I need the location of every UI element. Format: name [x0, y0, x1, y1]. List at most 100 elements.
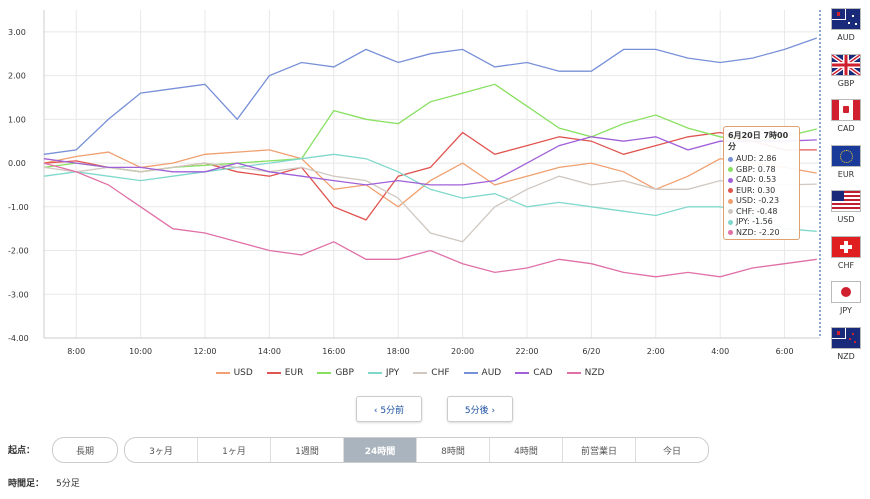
x-tick-label: 12:00: [193, 347, 216, 356]
legend-label: AUD: [481, 368, 502, 378]
y-tick-label: -4.00: [8, 334, 29, 343]
start-point-label: 起点：: [8, 446, 36, 456]
series-line-gbp: [43, 83, 817, 173]
series-dot-icon: [728, 167, 733, 173]
flag-nzd[interactable]: NZD: [826, 326, 866, 373]
series-line-chf: [43, 162, 817, 243]
period-option[interactable]: 3ヶ月: [149, 446, 173, 457]
y-tick-label: 2.00: [8, 72, 26, 81]
tooltip-title: 6月20日 7時00分: [728, 131, 789, 151]
series-line-nzd: [43, 162, 817, 278]
chart-legend: USD EUR GBP JPY CHF AUD CAD NZD: [0, 368, 820, 378]
legend-swatch-icon: [515, 372, 530, 374]
x-tick-label: 22:00: [515, 347, 538, 356]
period-option[interactable]: 1週間: [270, 438, 343, 462]
period-option[interactable]: 今日: [635, 438, 708, 462]
legend-swatch-icon: [566, 372, 581, 374]
legend-item-eur[interactable]: EUR: [266, 368, 304, 378]
legend-label: EUR: [284, 368, 304, 378]
y-tick-label: 3.00: [8, 28, 26, 37]
legend-label: NZD: [584, 368, 605, 378]
legend-label: CAD: [533, 368, 553, 378]
x-tick-label: 18:00: [387, 347, 410, 356]
tooltip-row: EUR: 0.30: [728, 186, 795, 197]
currency-flag-list: AUD GBP CAD EUR: [826, 8, 866, 372]
flag-label: JPY: [840, 306, 852, 315]
prev-5min-button[interactable]: ‹ 5分前: [356, 396, 422, 422]
period-selector: 3ヶ月 1ヶ月 1週間 24時間 8時間 4時間 前営業日 今日: [124, 437, 709, 463]
interval-label: 時間足：: [8, 479, 45, 489]
new-zealand-flag-icon: [831, 326, 861, 349]
interval-value: 5分足: [56, 479, 80, 489]
y-tick-label: 1.00: [8, 115, 26, 124]
legend-item-aud[interactable]: AUD: [463, 368, 502, 378]
series-line-aud: [43, 37, 818, 155]
tooltip-row: USD: -0.23: [728, 196, 795, 207]
series-dot-icon: [728, 219, 733, 225]
period-option[interactable]: 24時間: [343, 438, 416, 462]
legend-swatch-icon: [367, 372, 382, 374]
legend-label: JPY: [385, 368, 400, 378]
tooltip-row: AUD: 2.86: [728, 154, 795, 165]
legend-item-cad[interactable]: CAD: [515, 368, 553, 378]
series-line-usd: [43, 149, 817, 208]
series-dot-icon: [728, 209, 733, 215]
tooltip-row: JPY: -1.56: [728, 217, 795, 228]
tooltip-value: NZD: -2.20: [736, 227, 780, 237]
flag-eur[interactable]: EUR: [826, 144, 866, 191]
legend-item-chf[interactable]: CHF: [413, 368, 450, 378]
flag-aud[interactable]: AUD: [826, 8, 866, 54]
y-tick-label: -3.00: [8, 290, 29, 299]
legend-item-gbp[interactable]: GBP: [317, 368, 354, 378]
line-chart: 3.00 2.00 1.00 0.00 -1.00 -2.00 -3.00 -4.00 8:00…: [8, 10, 821, 356]
tooltip-row: CHF: -0.48: [728, 207, 795, 218]
japan-flag-icon: [831, 281, 861, 303]
period-option[interactable]: 4時間: [489, 438, 562, 462]
y-tick-label: 0.00: [8, 159, 26, 168]
tooltip-value: CHF: -0.48: [736, 206, 778, 216]
period-option[interactable]: 前営業日: [562, 438, 635, 462]
legend-swatch-icon: [413, 372, 428, 374]
flag-label: CHF: [837, 260, 855, 270]
tooltip-value: AUD: 2.86: [736, 154, 777, 163]
tooltip-row: GBP: 0.78: [728, 165, 795, 176]
tooltip-row: NZD: -2.20: [728, 228, 795, 239]
long-term-button[interactable]: 長期: [52, 437, 118, 463]
flag-cad[interactable]: CAD: [826, 99, 866, 145]
canada-flag-icon: [831, 99, 861, 121]
y-tick-label: -1.00: [8, 203, 29, 212]
y-tick-label: -2.00: [8, 247, 29, 256]
legend-item-nzd[interactable]: NZD: [566, 368, 605, 378]
next-5min-button[interactable]: 5分後 ›: [447, 396, 513, 422]
swiss-flag-icon: [831, 235, 861, 258]
chart-tooltip: 6月20日 7時00分 AUD: 2.86 GBP: 0.78 CAD: 0.53 E…: [723, 126, 800, 240]
flag-label: GBP: [837, 78, 855, 88]
uk-flag-icon: [831, 53, 861, 76]
tooltip-row: CAD: 0.53: [728, 175, 795, 186]
x-tick-label: 10:00: [129, 347, 152, 356]
tooltip-value: JPY: -1.56: [736, 217, 773, 226]
series-dot-icon: [728, 188, 733, 194]
legend-item-jpy[interactable]: JPY: [367, 368, 400, 378]
flag-jpy[interactable]: JPY: [826, 281, 866, 327]
legend-swatch-icon: [215, 372, 230, 374]
x-tick-label: 4:00: [711, 347, 729, 356]
flag-label: EUR: [837, 169, 855, 179]
tooltip-value: USD: -0.23: [736, 196, 780, 205]
flag-chf[interactable]: CHF: [826, 235, 866, 282]
flag-gbp[interactable]: GBP: [826, 53, 866, 100]
tooltip-value: CAD: 0.53: [736, 175, 777, 184]
x-tick-label: 6/20: [582, 347, 600, 356]
series-dot-icon: [728, 198, 733, 204]
legend-swatch-icon: [266, 372, 281, 374]
series-line-cad: [43, 136, 817, 186]
flag-label: AUD: [837, 33, 855, 42]
legend-item-usd[interactable]: USD: [215, 368, 253, 378]
us-flag-icon: [831, 190, 861, 212]
period-option[interactable]: 1ヶ月: [197, 438, 270, 462]
legend-swatch-icon: [463, 372, 478, 374]
period-option[interactable]: 8時間: [416, 438, 489, 462]
flag-usd[interactable]: USD: [826, 190, 866, 236]
series-line-jpy: [43, 153, 817, 232]
x-tick-label: 16:00: [322, 347, 345, 356]
